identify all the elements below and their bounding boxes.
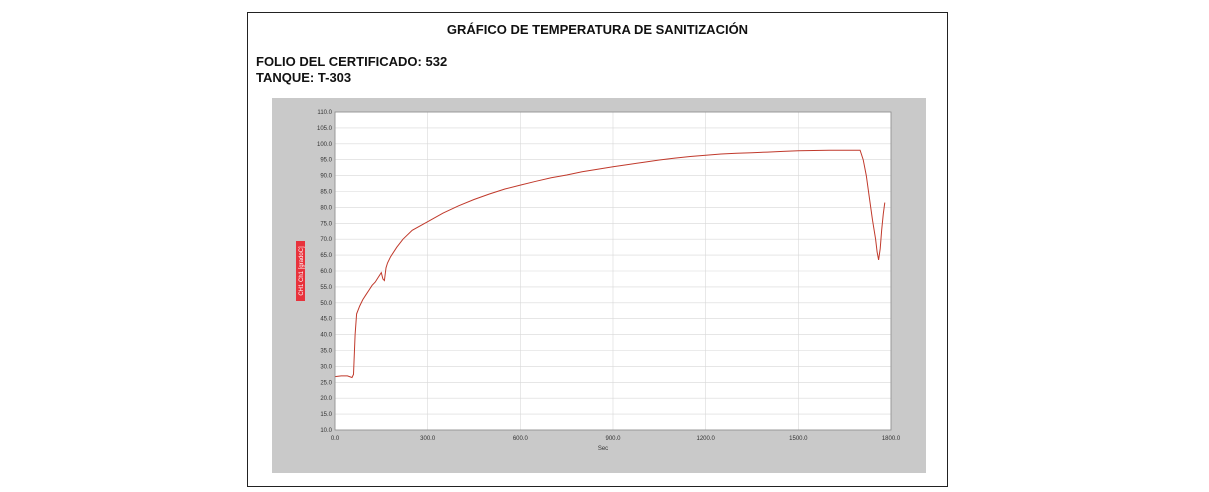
y-axis-title-text: CH1 Ch1 [gradoC]	[299, 246, 305, 296]
y-tick-label: 75.0	[320, 221, 332, 227]
report-frame: GRÁFICO DE TEMPERATURA DE SANITIZACIÓN F…	[247, 12, 948, 487]
y-tick-label: 35.0	[320, 349, 332, 355]
y-tick-label: 100.0	[317, 142, 333, 148]
y-tick-label: 55.0	[320, 285, 332, 291]
y-tick-label: 50.0	[320, 301, 332, 307]
report-title: GRÁFICO DE TEMPERATURA DE SANITIZACIÓN	[446, 22, 749, 37]
y-tick-label: 85.0	[320, 190, 332, 196]
y-tick-label: 65.0	[320, 253, 332, 259]
y-tick-label: 10.0	[320, 428, 332, 434]
x-tick-label: 1500.0	[789, 436, 808, 442]
folio-value: 532	[425, 54, 448, 69]
y-tick-label: 80.0	[320, 205, 332, 211]
x-tick-label: 1800.0	[882, 436, 901, 442]
y-tick-label: 90.0	[320, 174, 332, 180]
temperature-series-line	[334, 149, 886, 379]
x-tick-label: 0.0	[331, 436, 340, 442]
x-tick-label: 300.0	[420, 436, 436, 442]
temperature-chart: 10.0 15.0 20.0 25.0 30.0 35.0 40.0 45.0 50.0 55.0…	[296, 110, 901, 452]
plot-border	[334, 111, 892, 431]
chart-panel: 10.0 15.0 20.0 25.0 30.0 35.0 40.0 45.0 50.0 55.0…	[272, 98, 926, 473]
grid-layer	[334, 111, 892, 431]
y-tick-label: 15.0	[320, 412, 332, 418]
y-tick-label: 70.0	[320, 237, 332, 243]
x-tick-label: 900.0	[605, 436, 621, 442]
y-tick-label: 95.0	[320, 158, 332, 164]
folio-label: FOLIO DEL CERTIFICADO:	[256, 54, 422, 69]
y-axis-title: CH1 Ch1 [gradoC]	[296, 241, 305, 301]
x-tick-label: 1200.0	[696, 436, 715, 442]
y-tick-layer: 10.0 15.0 20.0 25.0 30.0 35.0 40.0 45.0 50.0 55.0…	[317, 110, 333, 434]
tanque-label: TANQUE:	[256, 70, 315, 85]
y-tick-label: 20.0	[320, 396, 332, 402]
folio-line: FOLIO DEL CERTIFICADO: 532	[256, 54, 447, 69]
x-tick-label: 600.0	[513, 436, 529, 442]
tanque-value: T-303	[317, 70, 352, 85]
y-tick-label: 45.0	[320, 317, 332, 323]
tanque-line: TANQUE: T-303	[256, 70, 351, 85]
y-tick-label: 60.0	[320, 269, 332, 275]
y-tick-label: 25.0	[320, 380, 332, 386]
x-tick-layer: 0.0 300.0 600.0 900.0 1200.0 1500.0 1800.0	[331, 436, 901, 442]
y-tick-label: 105.0	[317, 126, 333, 132]
y-tick-label: 110.0	[317, 110, 332, 116]
x-axis-title: Sec	[598, 446, 608, 452]
y-tick-label: 40.0	[320, 333, 332, 339]
y-axis-title-background	[296, 241, 305, 301]
y-tick-label: 30.0	[320, 364, 332, 370]
